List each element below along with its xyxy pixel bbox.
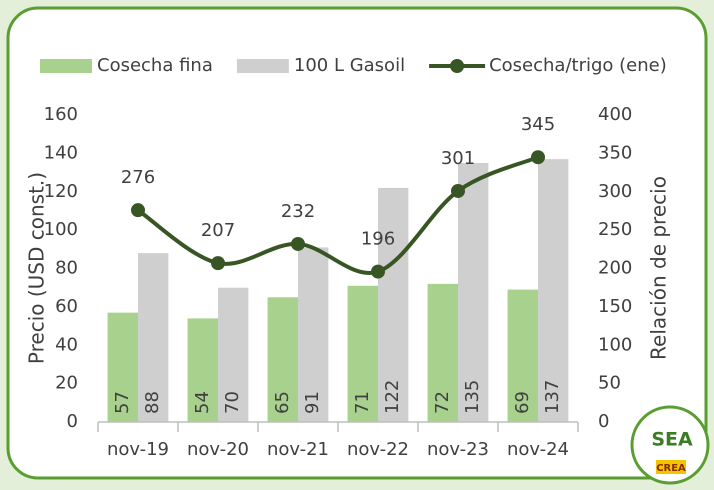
y2-tick-label: 250	[598, 219, 632, 240]
x-tick-label: nov-22	[347, 439, 409, 460]
line	[136, 155, 539, 275]
x-tick-label: nov-21	[267, 439, 329, 460]
y-tick-label: 0	[67, 411, 78, 432]
legend-label: 100 L Gasoil	[294, 55, 405, 76]
y2-tick-label: 200	[598, 258, 632, 279]
line-marker	[291, 236, 305, 251]
legend-label: Cosecha fina	[97, 55, 213, 76]
y2-tick-label: 300	[598, 181, 632, 202]
legend-label: Cosecha/trigo (ene)	[489, 55, 667, 76]
y-tick-label: 40	[55, 334, 78, 355]
line-value-label: 345	[521, 114, 555, 135]
logo-circle	[630, 405, 710, 485]
y2-tick-label: 0	[598, 411, 609, 432]
line-marker	[371, 264, 385, 279]
y-tick-label: 160	[44, 104, 78, 125]
y-tick-label: 80	[55, 258, 78, 279]
y-axis-title: Precio (USD const.)	[25, 172, 49, 364]
y-tick-label: 60	[55, 296, 78, 317]
bar-value-label: 137	[542, 380, 563, 414]
legend-swatch	[40, 59, 92, 73]
bar-value-label: 71	[352, 391, 373, 414]
bar-value-label: 69	[512, 391, 533, 414]
bar-value-label: 65	[272, 391, 293, 414]
bar	[267, 297, 298, 422]
line-value-label: 301	[441, 148, 475, 169]
bar	[427, 283, 458, 422]
y2-tick-label: 350	[598, 142, 632, 163]
y-tick-label: 100	[44, 219, 78, 240]
bar-value-label: 70	[222, 391, 243, 414]
bar	[347, 285, 378, 422]
y2-tick-label: 50	[598, 373, 621, 394]
x-tick-label: nov-20	[187, 439, 249, 460]
line-value-label: 196	[361, 229, 395, 250]
line-marker	[531, 150, 545, 165]
y-tick-label: 20	[55, 373, 78, 394]
legend-swatch	[236, 59, 289, 73]
y2-axis-title: Relación de precio	[647, 176, 671, 360]
bar	[378, 187, 409, 422]
x-tick-label: nov-23	[427, 439, 489, 460]
legend-marker	[450, 59, 465, 73]
bar-value-label: 122	[382, 380, 403, 414]
line-marker	[131, 203, 145, 218]
line-value-label: 232	[281, 201, 315, 222]
logo: SEA CREA	[630, 405, 710, 485]
bar	[138, 253, 169, 422]
x-tick-label: nov-24	[507, 439, 569, 460]
bar-value-label: 54	[192, 391, 213, 414]
line-marker	[211, 256, 225, 271]
bar-value-label: 72	[432, 391, 453, 414]
y2-tick-label: 400	[598, 104, 632, 125]
line-marker	[451, 183, 465, 198]
y-tick-label: 120	[44, 181, 78, 202]
y-tick-label: 140	[44, 142, 78, 163]
y2-tick-label: 100	[598, 334, 632, 355]
bar	[538, 159, 569, 422]
bar-value-label: 88	[142, 391, 163, 414]
bar	[507, 289, 538, 422]
line-value-label: 207	[201, 220, 235, 241]
line-value-label: 276	[121, 167, 155, 188]
bar	[298, 247, 329, 422]
logo-badge	[656, 460, 686, 474]
bar-value-label: 57	[112, 391, 133, 414]
y2-tick-label: 150	[598, 296, 632, 317]
logo-text: SEA	[651, 429, 693, 451]
bar-value-label: 135	[462, 380, 483, 414]
x-tick-label: nov-19	[107, 439, 169, 460]
logo-subtext: CREA	[656, 463, 686, 474]
bar-value-label: 91	[302, 391, 323, 414]
bar	[107, 312, 138, 422]
bar	[218, 287, 249, 422]
bar	[187, 318, 218, 422]
bar	[458, 162, 489, 422]
